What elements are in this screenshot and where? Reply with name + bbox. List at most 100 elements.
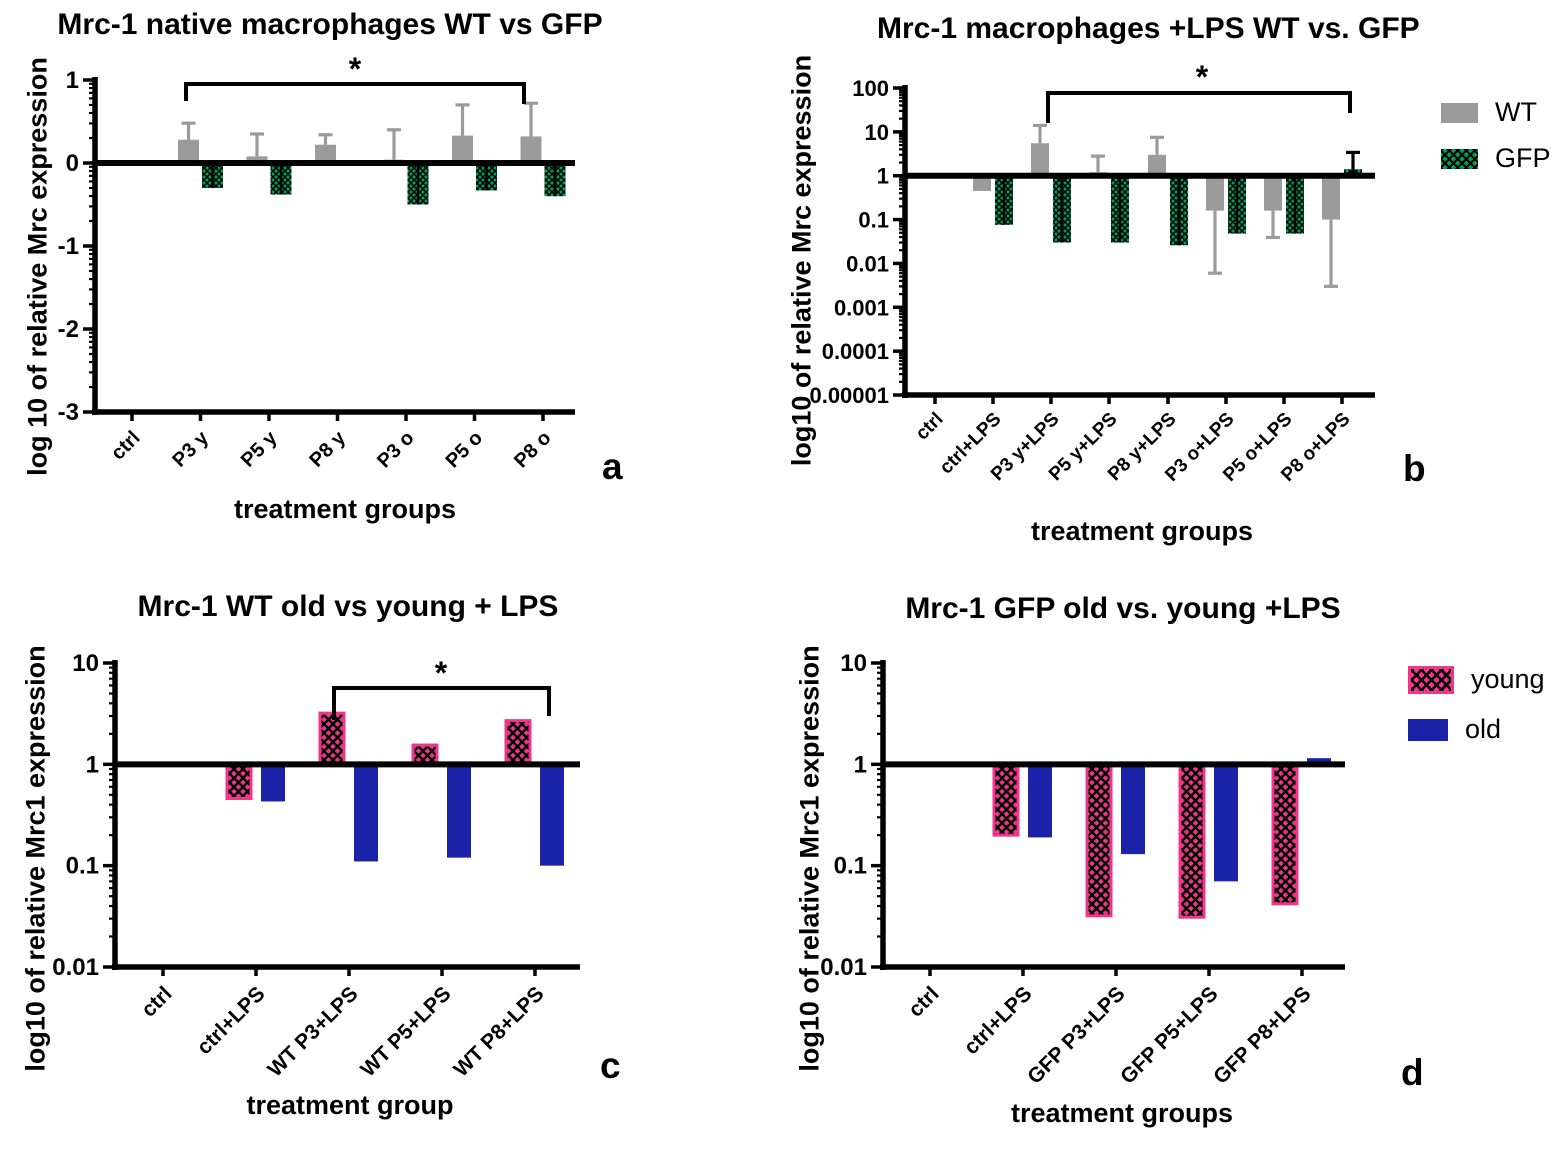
legend-item-young: young xyxy=(1408,664,1545,695)
category-label: P8 y xyxy=(305,426,350,471)
y-tick-label: 100 xyxy=(852,76,889,101)
bar-young xyxy=(1271,762,1299,906)
category-label: P3 y xyxy=(168,426,213,471)
legend-young-old: young old xyxy=(1408,664,1545,760)
bar-WT xyxy=(1031,143,1049,176)
bar-old xyxy=(354,764,378,862)
significance-star: * xyxy=(435,655,448,691)
y-tick-label: 0.01 xyxy=(820,954,867,981)
category-label: ctrl xyxy=(137,982,176,1021)
legend-wt-gfp: WT GFP xyxy=(1441,97,1551,189)
legend-swatch-wt xyxy=(1441,102,1478,123)
bar-old xyxy=(261,764,285,802)
panel-c-y-axis-label: log10 of relative Mrc1 expression xyxy=(20,645,51,1072)
legend-label-wt: WT xyxy=(1495,97,1537,127)
panel-c-letter: c xyxy=(600,1045,621,1086)
bar-old xyxy=(540,764,564,866)
legend-label-young: young xyxy=(1471,664,1545,694)
y-tick-label: -3 xyxy=(58,399,79,426)
category-label: WT P3+LPS xyxy=(263,982,362,1081)
bar-WT xyxy=(1322,175,1340,220)
significance-star: * xyxy=(1196,59,1209,95)
category-label: ctrl+LPS xyxy=(193,982,270,1059)
panel-c-x-axis-label: treatment group xyxy=(246,1090,454,1120)
y-tick-label: 0.01 xyxy=(846,251,889,276)
bar-young xyxy=(992,762,1020,837)
panel-d-x-axis-label: treatment groups xyxy=(1010,1098,1234,1128)
category-label: ctrl xyxy=(904,982,943,1021)
legend-label-gfp: GFP xyxy=(1495,143,1551,173)
y-tick-label: 0.01 xyxy=(52,954,99,981)
legend-item-old: old xyxy=(1408,714,1545,745)
legend-swatch-old xyxy=(1408,718,1448,741)
y-tick-label: 10 xyxy=(72,650,99,677)
y-tick-label: 0.0001 xyxy=(822,339,889,364)
category-label: ctrl xyxy=(912,409,948,445)
category-label: GFP P3+LPS xyxy=(1023,982,1129,1088)
y-tick-label: 1 xyxy=(877,164,889,189)
category-label: P5 y xyxy=(237,426,282,471)
panel-b-letter: b xyxy=(1403,448,1426,489)
bar-old xyxy=(1307,758,1331,765)
y-tick-label: 0.1 xyxy=(858,208,889,233)
bar-young xyxy=(1085,762,1113,918)
panel-d: 10 1 0.1 0.01 ctrl ctrl+LPS GFP P3+LPS GFP P5+L… xyxy=(777,580,1554,1160)
y-tick-label: 1 xyxy=(854,751,867,778)
bar-old xyxy=(447,764,471,858)
bar-WT xyxy=(973,175,991,191)
panel-d-letter: d xyxy=(1401,1052,1424,1093)
y-tick-label: -2 xyxy=(58,316,79,343)
bar-old xyxy=(1214,764,1238,882)
y-tick-label: 10 xyxy=(840,650,867,677)
category-label: P3 o xyxy=(373,427,418,472)
bar-WT xyxy=(178,139,199,163)
y-tick-label: 1 xyxy=(66,67,79,94)
panel-b-x-axis-label: treatment groups xyxy=(1030,516,1254,546)
bar-WT xyxy=(1264,175,1282,211)
bar-WT xyxy=(1148,154,1166,176)
bar-young xyxy=(504,719,532,766)
category-label: ctrl xyxy=(107,427,145,465)
panel-d-title: Mrc-1 GFP old vs. young +LPS xyxy=(905,592,1341,625)
y-tick-label: 0.1 xyxy=(66,853,99,880)
y-tick-label: 10 xyxy=(865,120,889,145)
category-label: P5 o xyxy=(442,427,487,472)
panel-a-x-axis-label: treatment groups xyxy=(233,494,457,524)
category-label: ctrl+LPS xyxy=(960,982,1037,1059)
y-tick-label: 0.1 xyxy=(834,853,867,880)
bar-young xyxy=(1178,762,1206,919)
panel-b: 100 10 1 0.1 0.01 0.001 0.0001 0.00001 ctrl ctrl+… xyxy=(777,0,1554,580)
bar-WT xyxy=(520,136,542,163)
legend-label-old: old xyxy=(1465,714,1502,744)
panel-b-y-axis-label: log10 of relative Mrc expression xyxy=(786,54,817,467)
bar-old xyxy=(1121,764,1145,855)
panel-a-y-axis-label: log 10 of relative Mrc expression xyxy=(22,57,53,476)
significance-bracket xyxy=(332,686,551,720)
significance-star: * xyxy=(349,51,362,87)
bar-young xyxy=(225,762,253,801)
significance-bracket xyxy=(1046,91,1352,123)
category-label: WT P8+LPS xyxy=(449,982,548,1081)
panel-b-title: Mrc-1 macrophages +LPS WT vs. GFP xyxy=(877,12,1420,45)
bar-young xyxy=(318,711,346,766)
bar-WT xyxy=(1206,175,1224,211)
panel-c-title: Mrc-1 WT old vs young + LPS xyxy=(137,590,559,623)
bar-WT xyxy=(452,135,473,163)
y-tick-label: 1 xyxy=(86,751,99,778)
panel-c: 10 1 0.1 0.01 ctrl ctrl+LPS WT P3+LPS WT P5+LPS… xyxy=(0,580,777,1160)
bar-WT xyxy=(246,156,268,163)
y-tick-label: 0.00001 xyxy=(809,383,889,408)
bar-old xyxy=(1028,764,1052,838)
legend-swatch-gfp xyxy=(1441,148,1478,169)
panel-d-y-axis-label: log10 of relative Mrc1 expression xyxy=(794,645,825,1072)
legend-item-wt: WT xyxy=(1441,97,1551,128)
panel-a-letter: a xyxy=(602,446,623,487)
y-tick-label: 0 xyxy=(66,150,79,177)
panel-a-plot: 1 0 -1 -2 -3 ctrl P3 y P5 y P8 y P3 o P5 o P8 o * xyxy=(58,51,575,472)
y-tick-label: -1 xyxy=(58,233,79,260)
panel-b-plot: 1001010.10.010.0010.00010.00001ctrlctrl+… xyxy=(809,59,1375,486)
category-label: GFP P5+LPS xyxy=(1116,982,1222,1088)
y-tick-label: 0.001 xyxy=(834,295,889,320)
